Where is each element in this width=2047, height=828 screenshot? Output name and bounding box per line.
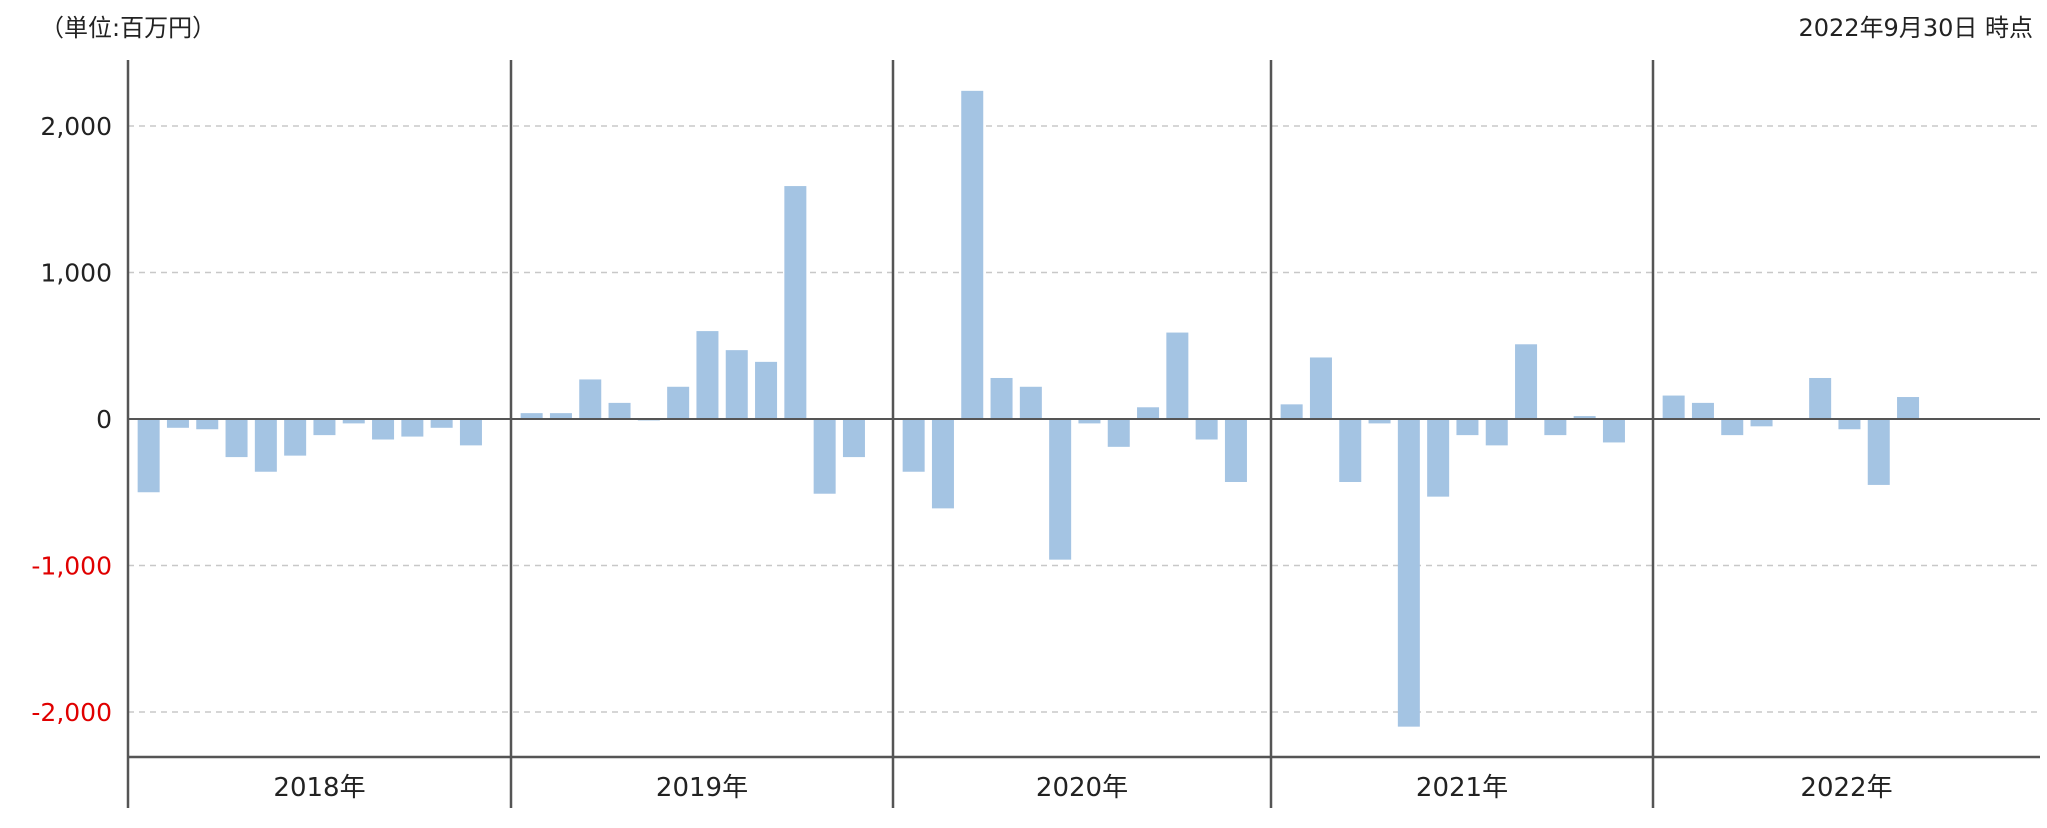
bar	[1049, 419, 1072, 560]
bar	[902, 419, 925, 472]
bar	[284, 419, 307, 456]
bar	[1397, 419, 1420, 727]
as-of-date-label: 2022年9月30日 時点	[1798, 14, 2033, 42]
bar	[1078, 419, 1101, 424]
bar	[784, 186, 807, 419]
bar	[1485, 419, 1508, 446]
x-category-label: 2020年	[1036, 773, 1128, 803]
bar	[401, 419, 424, 437]
unit-label: （単位:百万円）	[40, 14, 217, 42]
x-category-label: 2018年	[273, 773, 365, 803]
y-tick-label: 0	[96, 405, 112, 434]
bar	[608, 402, 631, 419]
bar	[813, 419, 836, 494]
bar	[961, 90, 984, 419]
bar	[1750, 419, 1773, 427]
bar	[1019, 386, 1042, 419]
bar	[1721, 419, 1744, 436]
bar	[1573, 416, 1596, 419]
bar	[1224, 419, 1247, 482]
bar	[372, 419, 395, 440]
bar	[1339, 419, 1362, 482]
bar	[1456, 419, 1479, 436]
bar	[1166, 332, 1189, 419]
bar	[313, 419, 336, 436]
x-category-label: 2022年	[1800, 773, 1892, 803]
bar	[1602, 419, 1625, 443]
y-tick-label: 2,000	[40, 112, 112, 141]
bar	[166, 419, 189, 428]
x-category-label: 2021年	[1416, 773, 1508, 803]
bar	[1544, 419, 1567, 436]
bar	[579, 379, 602, 419]
y-tick-label: 1,000	[40, 259, 112, 288]
bar	[1662, 395, 1685, 419]
bar	[725, 350, 748, 419]
bar	[1368, 419, 1391, 424]
y-tick-label: -1,000	[31, 552, 112, 581]
bar	[137, 419, 160, 493]
bar	[342, 419, 365, 424]
bar	[430, 419, 453, 428]
bar	[1309, 357, 1332, 419]
bar	[1280, 404, 1303, 419]
bar	[755, 361, 778, 419]
bar	[696, 331, 719, 419]
bar	[1867, 419, 1890, 485]
bar	[1137, 407, 1160, 419]
bar	[1691, 402, 1714, 419]
bar	[1427, 419, 1450, 497]
bar	[1809, 377, 1832, 419]
bar	[1195, 419, 1218, 440]
bar	[1838, 419, 1861, 430]
bar	[520, 413, 543, 419]
bar	[1515, 344, 1538, 419]
bar	[931, 419, 954, 509]
y-tick-label: -2,000	[31, 698, 112, 727]
bar	[990, 377, 1013, 419]
bar	[1107, 419, 1130, 447]
bar	[225, 419, 248, 458]
bar	[842, 419, 865, 458]
bar	[667, 386, 690, 419]
bar	[196, 419, 219, 430]
bar	[1897, 397, 1920, 419]
x-category-label: 2019年	[656, 773, 748, 803]
bar	[254, 419, 277, 472]
bar	[459, 419, 482, 446]
bar	[549, 413, 572, 419]
